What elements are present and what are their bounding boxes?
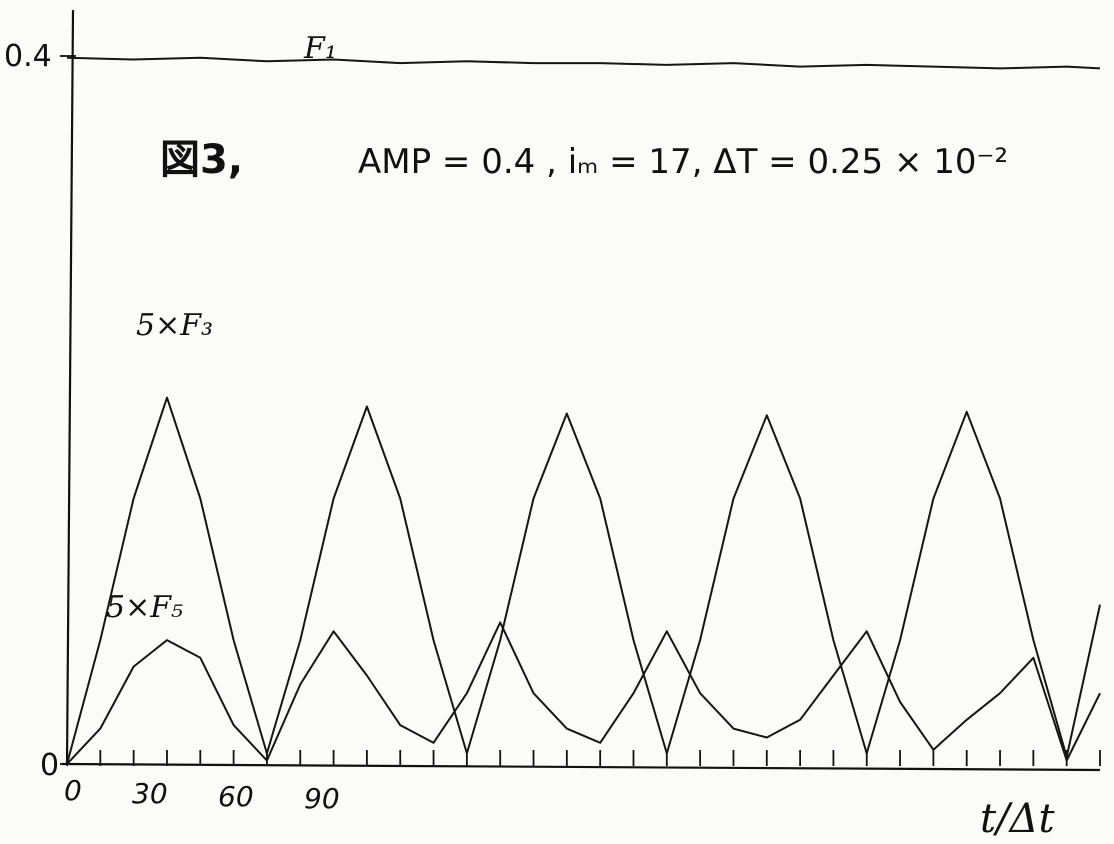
x-tick-label-30: 30 [132, 777, 168, 810]
chart-title: 図3, AMP = 0.4 , iₘ = 17, ΔT = 0.25 × 10⁻… [160, 137, 1008, 183]
x-tick-label-90: 90 [304, 782, 340, 815]
tick-labels: 0.4 0 0 30 60 90 [4, 39, 340, 815]
axes [61, 9, 1101, 772]
series-label-5xf3: 5×F₃ [136, 308, 213, 343]
x-tick-label-0: 0 [64, 774, 82, 807]
chart-title-text: AMP = 0.4 , iₘ = 17, ΔT = 0.25 × 10⁻² [358, 142, 1008, 182]
series-lines [66, 56, 1101, 765]
series-line-5xf3 [66, 396, 1101, 765]
series-labels: F₁ 5×F₃ 5×F₅ t/Δt [106, 31, 1055, 842]
series-label-f1: F₁ [303, 31, 337, 66]
x-axis-line [61, 762, 1101, 772]
x-axis-label: t/Δt [980, 796, 1055, 842]
figure-number-label: 図3, [160, 137, 243, 183]
y-axis-line [65, 9, 75, 765]
y-tick-label-bottom: 0 [40, 748, 59, 783]
x-tick-label-60: 60 [218, 780, 254, 813]
x-axis-ticks [60, 55, 1101, 766]
y-tick-label-top: 0.4 [4, 39, 52, 74]
series-label-5xf5: 5×F₅ [106, 590, 183, 625]
series-line-5xf5 [66, 621, 1101, 765]
series-line-f1 [66, 56, 1101, 70]
